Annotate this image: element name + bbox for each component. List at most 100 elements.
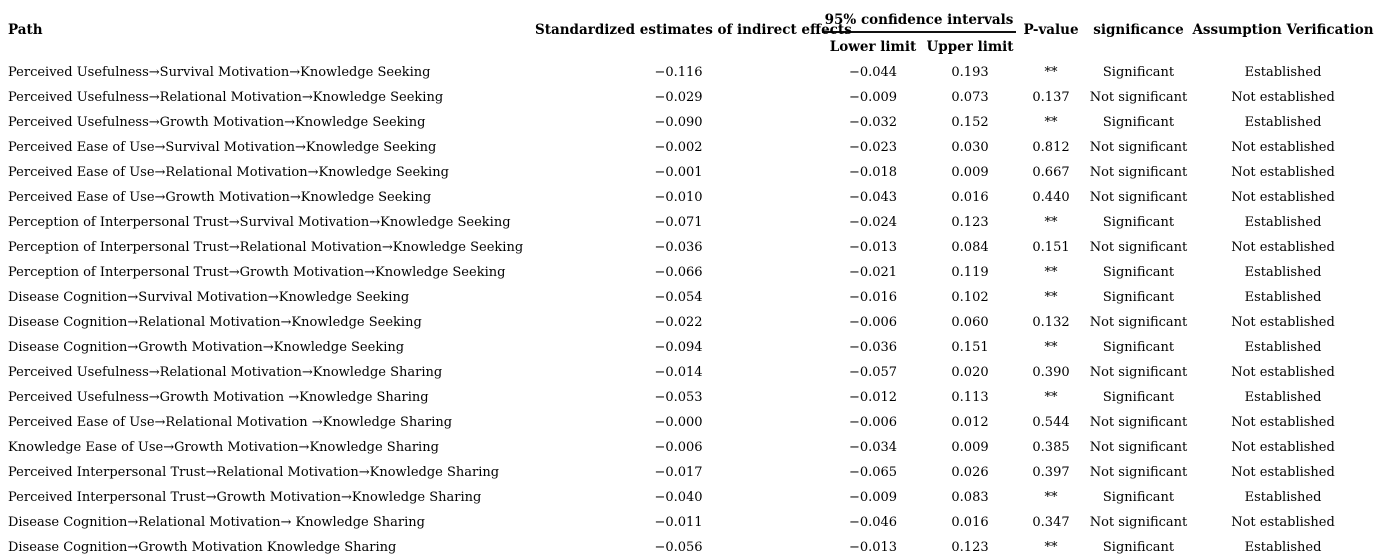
p-value-cell: **	[1044, 540, 1058, 555]
lower-limit-cell: −0.023	[848, 140, 898, 155]
estimate-cell: −0.010	[654, 190, 703, 205]
p-value-cell: **	[1044, 65, 1058, 80]
p-value-cell: **	[1044, 290, 1058, 305]
estimate-cell: −0.054	[654, 290, 703, 305]
path-cell: Perceived Interpersonal Trust→Growth Mot…	[8, 490, 482, 505]
significance-cell: Not significant	[1089, 440, 1188, 455]
estimate-cell: −0.029	[654, 90, 703, 105]
p-value-cell: 0.151	[1032, 240, 1070, 255]
table-row: Perceived Ease of Use→Relational Motivat…	[0, 160, 1375, 185]
estimate-cell: −0.094	[654, 340, 703, 355]
lower-limit-cell: −0.016	[848, 290, 898, 305]
table-row: Perceived Ease of Use→Growth Motivation→…	[0, 185, 1375, 210]
path-cell: Disease Cognition→Growth Motivation Know…	[8, 540, 397, 555]
lower-limit-cell: −0.018	[848, 165, 898, 180]
lower-limit-cell: −0.032	[848, 115, 898, 130]
table-row: Perception of Interpersonal Trust→Growth…	[0, 260, 1375, 285]
p-value-cell: 0.544	[1032, 415, 1070, 430]
col-header-path: Path	[8, 22, 43, 38]
table-row: Perception of Interpersonal Trust→Relati…	[0, 235, 1375, 260]
upper-limit-cell: 0.026	[951, 465, 989, 480]
path-cell: Perceived Ease of Use→Relational Motivat…	[8, 165, 449, 180]
upper-limit-cell: 0.073	[951, 90, 989, 105]
path-cell: Perceived Interpersonal Trust→Relational…	[8, 465, 500, 480]
lower-limit-cell: −0.013	[848, 540, 898, 555]
lower-limit-cell: −0.024	[848, 215, 898, 230]
upper-limit-cell: 0.102	[951, 290, 989, 305]
table-row: Perceived Usefulness→Growth Motivation→K…	[0, 110, 1375, 135]
path-cell: Perceived Usefulness→Growth Motivation→K…	[8, 115, 426, 130]
estimate-cell: −0.014	[654, 365, 703, 380]
table-row: Disease Cognition→Survival Motivation→Kn…	[0, 285, 1375, 310]
verification-cell: Established	[1244, 540, 1322, 555]
estimate-cell: −0.071	[654, 215, 703, 230]
path-cell: Perceived Usefulness→Growth Motivation →…	[8, 390, 429, 405]
p-value-cell: 0.397	[1032, 465, 1070, 480]
p-value-cell: 0.667	[1032, 165, 1070, 180]
verification-cell: Not established	[1231, 165, 1335, 180]
lower-limit-cell: −0.012	[848, 390, 898, 405]
estimate-cell: −0.022	[654, 315, 703, 330]
col-header-estimates: Standardized estimates of indirect effec…	[535, 22, 852, 38]
verification-cell: Not established	[1231, 140, 1335, 155]
col-header-upper-limit: Upper limit	[926, 38, 1014, 55]
verification-cell: Established	[1244, 490, 1322, 505]
path-cell: Perceived Ease of Use→Growth Motivation→…	[8, 190, 432, 205]
p-value-cell: **	[1044, 265, 1058, 280]
p-value-cell: 0.347	[1032, 515, 1070, 530]
estimate-cell: −0.116	[654, 65, 703, 80]
path-cell: Perceived Usefulness→Relational Motivati…	[8, 90, 444, 105]
col-header-ci-group: 95% confidence intervals	[822, 0, 1017, 33]
p-value-cell: 0.385	[1032, 440, 1070, 455]
table-row: Knowledge Ease of Use→Growth Motivation→…	[0, 435, 1375, 460]
verification-cell: Established	[1244, 290, 1322, 305]
p-value-cell: 0.812	[1032, 140, 1070, 155]
path-cell: Perceived Ease of Use→Survival Motivatio…	[8, 140, 437, 155]
path-cell: Disease Cognition→Relational Motivation→…	[8, 315, 422, 330]
path-cell: Knowledge Ease of Use→Growth Motivation→…	[8, 440, 439, 455]
verification-cell: Not established	[1231, 315, 1335, 330]
lower-limit-cell: −0.009	[848, 490, 898, 505]
lower-limit-cell: −0.013	[848, 240, 898, 255]
lower-limit-cell: −0.065	[848, 465, 898, 480]
significance-cell: Not significant	[1089, 415, 1188, 430]
p-value-cell: **	[1044, 115, 1058, 130]
verification-cell: Established	[1244, 115, 1322, 130]
verification-cell: Not established	[1231, 440, 1335, 455]
estimate-cell: −0.040	[654, 490, 703, 505]
upper-limit-cell: 0.009	[951, 440, 989, 455]
table-row: Disease Cognition→Relational Motivation→…	[0, 510, 1375, 535]
lower-limit-cell: −0.009	[848, 90, 898, 105]
estimate-cell: −0.002	[654, 140, 703, 155]
p-value-cell: **	[1044, 390, 1058, 405]
lower-limit-cell: −0.057	[848, 365, 898, 380]
table-header: Path Standardized estimates of indirect …	[0, 0, 1375, 60]
path-cell: Perceived Usefulness→Relational Motivati…	[8, 365, 443, 380]
upper-limit-cell: 0.193	[951, 65, 989, 80]
path-cell: Perception of Interpersonal Trust→Growth…	[8, 265, 506, 280]
upper-limit-cell: 0.030	[951, 140, 989, 155]
upper-limit-cell: 0.152	[951, 115, 989, 130]
estimate-cell: −0.090	[654, 115, 703, 130]
upper-limit-cell: 0.009	[951, 165, 989, 180]
significance-cell: Not significant	[1089, 140, 1188, 155]
table-row: Perceived Interpersonal Trust→Growth Mot…	[0, 485, 1375, 510]
verification-cell: Established	[1244, 265, 1322, 280]
estimate-cell: −0.036	[654, 240, 703, 255]
table-row: Perceived Usefulness→Survival Motivation…	[0, 60, 1375, 85]
upper-limit-cell: 0.012	[951, 415, 989, 430]
table-row: Perceived Usefulness→Relational Motivati…	[0, 85, 1375, 110]
estimate-cell: −0.017	[654, 465, 703, 480]
significance-cell: Not significant	[1089, 190, 1188, 205]
verification-cell: Not established	[1231, 415, 1335, 430]
upper-limit-cell: 0.084	[951, 240, 989, 255]
estimate-cell: −0.000	[654, 415, 703, 430]
table-body: Perceived Usefulness→Survival Motivation…	[0, 60, 1375, 559]
table-row: Disease Cognition→Growth Motivation Know…	[0, 535, 1375, 559]
path-cell: Disease Cognition→Growth Motivation→Know…	[8, 340, 405, 355]
significance-cell: Significant	[1102, 390, 1175, 405]
significance-cell: Not significant	[1089, 90, 1188, 105]
verification-cell: Established	[1244, 340, 1322, 355]
